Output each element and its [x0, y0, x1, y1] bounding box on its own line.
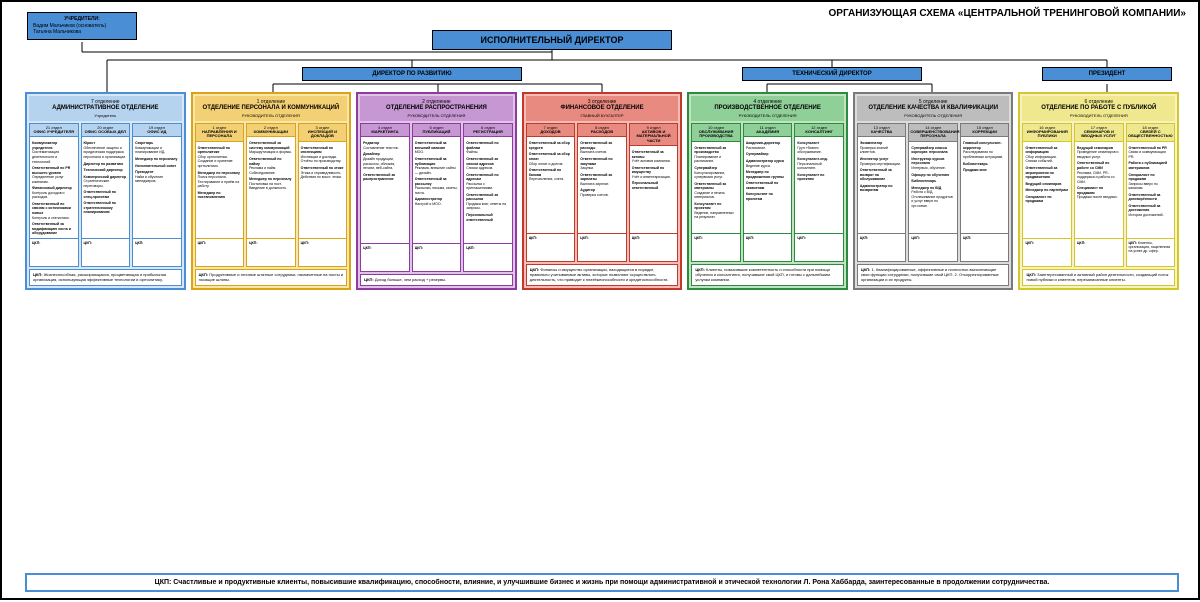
division-ckp: ЦКП: Финансы и имущество организации, на…	[526, 264, 679, 286]
division-header: 2 отделениеОТДЕЛЕНИЕ РАСПРОСТРАНЕНИЯРУКО…	[360, 96, 513, 121]
footer-ckp: ЦКП: Счастливые и продуктивные клиенты, …	[25, 573, 1179, 592]
department: 14 отделСОВЕРШЕНСТВОВАНИЯ ПЕРСОНАЛАСупер…	[908, 123, 958, 262]
department: 7 отделДОХОДОВОтветственный за сбор сред…	[526, 123, 576, 262]
division-ckp: ЦКП: Жизнеспособная, расширяющаяся, проц…	[29, 269, 182, 287]
department: 4 отделМАРКЕТИНГАРедакторСоставление тек…	[360, 123, 410, 272]
division-ckp: ЦКП: 1. Квалифицированные, эффективные и…	[857, 264, 1010, 286]
division-header: 1 отделениеОТДЕЛЕНИЕ ПЕРСОНАЛА И КОММУНИ…	[195, 96, 348, 121]
division-ckp: ЦКП: Доход больше, чем расход + резервы.	[360, 274, 513, 287]
division-header: 7 отделениеАДМИНИСТРАТИВНОЕ ОТДЕЛЕНИЕУчр…	[29, 96, 182, 121]
department: 17 отделСЕМИНАРОВ И ВВОДНЫХ УСЛУГВедущий…	[1074, 123, 1124, 267]
division-ckp: ЦКП: Продуктивные и этичные штатные сотр…	[195, 269, 348, 287]
department: 8 отделРАСХОДОВОтветственный за расходыВ…	[577, 123, 627, 262]
directors-row: ДИРЕКТОР ПО РАЗВИТИЮ ТЕХНИЧЕСКИЙ ДИРЕКТОР…	[2, 67, 1200, 85]
department: 11 отделАКАДЕМИЯАкадемия-директорРасписа…	[743, 123, 793, 262]
department: 5 отделПУБЛИКАЦИЙОтветственный за внешни…	[412, 123, 462, 272]
executive-director: ИСПОЛНИТЕЛЬНЫЙ ДИРЕКТОР	[432, 30, 672, 50]
department: 2 отделКОММУНИКАЦИИОтветственный за сист…	[246, 123, 296, 267]
division: 2 отделениеОТДЕЛЕНИЕ РАСПРОСТРАНЕНИЯРУКО…	[356, 92, 517, 290]
department: 6 отделРЕГИСТРАЦИЯОтветственный по файла…	[463, 123, 513, 272]
division-header: 4 отделениеПРОИЗВОДСТВЕННОЕ ОТДЕЛЕНИЕРУК…	[691, 96, 844, 121]
division-header: 3 отделениеФИНАНСОВОЕ ОТДЕЛЕНИЕГЛАВНЫЙ Б…	[526, 96, 679, 121]
founders-box: УЧРЕДИТЕЛИ: Вадим Мальчиков (основатель)…	[27, 12, 137, 40]
division-ckp: ЦКП: Клиенты, повысившие компетентность …	[691, 264, 844, 286]
department: 15 отделКОРРЕКЦИИГлавный консультант-кор…	[960, 123, 1010, 262]
division-ckp: ЦКП: Заинтересованный и активный район д…	[1022, 269, 1175, 287]
division: 6 отделениеОТДЕЛЕНИЕ ПО РАБОТЕ С ПУБЛИКО…	[1018, 92, 1179, 290]
division: 3 отделениеФИНАНСОВОЕ ОТДЕЛЕНИЕГЛАВНЫЙ Б…	[522, 92, 683, 290]
division: 4 отделениеПРОИЗВОДСТВЕННОЕ ОТДЕЛЕНИЕРУК…	[687, 92, 848, 290]
division: 1 отделениеОТДЕЛЕНИЕ ПЕРСОНАЛА И КОММУНИ…	[191, 92, 352, 290]
department: 3 отделИНСПЕКЦИЙ И ДОКЛАДОВОтветственный…	[298, 123, 348, 267]
department: 19 отделОФИС ИДСекретарьКоммуникации и п…	[132, 123, 182, 267]
director-box: ТЕХНИЧЕСКИЙ ДИРЕКТОР	[742, 67, 922, 81]
department: 21 отделОФИС УЧРЕДИТЕЛЯКоммуникатор учре…	[29, 123, 79, 267]
department: 20 отделОФИС ОСОБЫХ ДЕЛЮристОбеспечение …	[81, 123, 131, 267]
divisions-container: 7 отделениеАДМИНИСТРАТИВНОЕ ОТДЕЛЕНИЕУчр…	[25, 92, 1179, 290]
department: 9 отделАКТИВОВ И МАТЕРИАЛЬНОЙ ЧАСТИОтвет…	[629, 123, 679, 262]
department: 10 отделОБСЛУЖИВАНИЯ ПРОИЗВОДСТВАОтветст…	[691, 123, 741, 262]
division-header: 5 отделениеОТДЕЛЕНИЕ КАЧЕСТВА И КВАЛИФИК…	[857, 96, 1010, 121]
division-header: 6 отделениеОТДЕЛЕНИЕ ПО РАБОТЕ С ПУБЛИКО…	[1022, 96, 1175, 121]
department: 13 отделКАЧЕСТВАЭкзаменаторПроверка знан…	[857, 123, 907, 262]
department: 12 отделКОНСАЛТИНГКонсультантГруп.+бизне…	[794, 123, 844, 262]
division: 7 отделениеАДМИНИСТРАТИВНОЕ ОТДЕЛЕНИЕУчр…	[25, 92, 186, 290]
department: 1 отделНАПРАВЛЕНИЯ И ПЕРСОНАЛАОтветствен…	[195, 123, 245, 267]
director-box: ПРЕЗИДЕНТ	[1042, 67, 1172, 81]
chart-title: ОРГАНИЗУЮЩАЯ СХЕМА «ЦЕНТРАЛЬНОЙ ТРЕНИНГО…	[829, 8, 1187, 19]
division: 5 отделениеОТДЕЛЕНИЕ КАЧЕСТВА И КВАЛИФИК…	[853, 92, 1014, 290]
department: 18 отделСВЯЗЕЙ С ОБЩЕСТВЕННОСТЬЮОтветств…	[1126, 123, 1176, 267]
director-box: ДИРЕКТОР ПО РАЗВИТИЮ	[302, 67, 522, 81]
department: 16 отделИНФОРМИРОВАНИЯ ПУБЛИКИОтветствен…	[1022, 123, 1072, 267]
